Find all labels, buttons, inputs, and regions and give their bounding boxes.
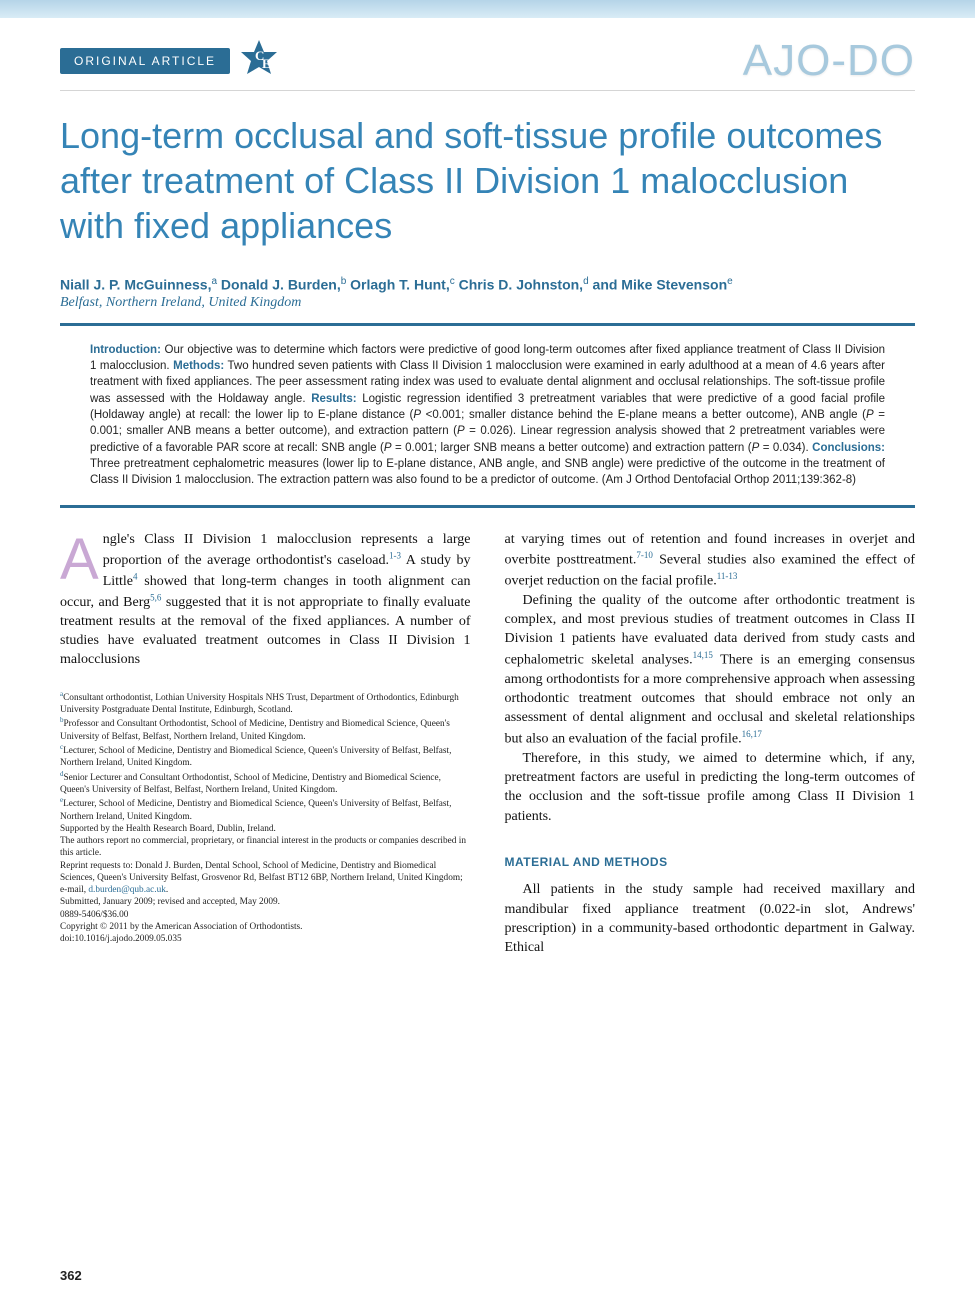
- dropcap: A: [60, 530, 103, 584]
- footnote-d: dSenior Lecturer and Consultant Orthodon…: [60, 770, 471, 797]
- body-col2-p3: Therefore, in this study, we aimed to de…: [505, 749, 916, 826]
- header-row: ORIGINAL ARTICLE C E AJO-DO: [0, 18, 975, 90]
- column-left: Angle's Class II Division 1 malocclusion…: [60, 530, 471, 958]
- footnote-d-text: Senior Lecturer and Consultant Orthodont…: [60, 773, 441, 795]
- footnote-c: cLecturer, School of Medicine, Dentistry…: [60, 743, 471, 770]
- footnote-a: aConsultant orthodontist, Lothian Univer…: [60, 690, 471, 717]
- abstract-concl-label: Conclusions:: [812, 442, 885, 454]
- footnote-reprint: Reprint requests to: Donald J. Burden, D…: [60, 860, 471, 897]
- body-col2-p1: at varying times out of retention and fo…: [505, 530, 916, 591]
- body-col2-p2: Defining the quality of the outcome afte…: [505, 591, 916, 749]
- footnote-a-text: Consultant orthodontist, Lothian Univers…: [60, 693, 459, 715]
- abstract: Introduction: Our objective was to deter…: [0, 326, 975, 505]
- article-type-wrap: ORIGINAL ARTICLE C E: [60, 38, 282, 84]
- abstract-methods-label: Methods:: [173, 360, 224, 372]
- author-list: Niall J. P. McGuinness,a Donald J. Burde…: [0, 276, 975, 295]
- footnote-b-text: Professor and Consultant Orthodontist, S…: [60, 719, 450, 741]
- reprint-email-link[interactable]: d.burden@qub.ac.uk: [88, 885, 166, 895]
- abstract-concl-text: Three pretreatment cephalometric measure…: [90, 458, 885, 486]
- footnote-support: Supported by the Health Research Board, …: [60, 823, 471, 835]
- abstract-intro-label: Introduction:: [90, 344, 161, 356]
- affiliation-location: Belfast, Northern Ireland, United Kingdo…: [0, 295, 975, 323]
- abstract-results-label: Results:: [311, 393, 356, 405]
- footnote-c-text: Lecturer, School of Medicine, Dentistry …: [60, 746, 451, 768]
- footnote-doi: doi:10.1016/j.ajodo.2009.05.035: [60, 933, 471, 945]
- column-right: at varying times out of retention and fo…: [505, 530, 916, 958]
- body-col1-p1: ngle's Class II Division 1 malocclusion …: [60, 532, 471, 668]
- footnote-b: bProfessor and Consultant Orthodontist, …: [60, 716, 471, 743]
- page-number: 362: [60, 1268, 82, 1283]
- journal-logo: AJO-DO: [743, 36, 915, 86]
- svg-text:E: E: [262, 56, 271, 71]
- article-title: Long-term occlusal and soft-tissue profi…: [0, 91, 975, 276]
- section-head-methods: MATERIAL AND METHODS: [505, 854, 916, 871]
- body-para-1: Angle's Class II Division 1 malocclusion…: [60, 530, 471, 670]
- body-columns: Angle's Class II Division 1 malocclusion…: [0, 508, 975, 958]
- footnote-e: eLecturer, School of Medicine, Dentistry…: [60, 796, 471, 823]
- article-type-label: ORIGINAL ARTICLE: [60, 48, 230, 74]
- ce-badge-icon: C E: [236, 38, 282, 84]
- page: ORIGINAL ARTICLE C E AJO-DO Long-term oc…: [0, 0, 975, 1305]
- top-banner: [0, 0, 975, 18]
- footnotes: aConsultant orthodontist, Lothian Univer…: [60, 690, 471, 946]
- footnote-copyright: Copyright © 2011 by the American Associa…: [60, 921, 471, 933]
- footnote-e-text: Lecturer, School of Medicine, Dentistry …: [60, 799, 451, 821]
- footnote-submitted: Submitted, January 2009; revised and acc…: [60, 896, 471, 908]
- footnote-reprint-post: .: [166, 885, 168, 895]
- body-col2-p4: All patients in the study sample had rec…: [505, 880, 916, 957]
- footnote-coi: The authors report no commercial, propri…: [60, 835, 471, 860]
- footnote-issn: 0889-5406/$36.00: [60, 909, 471, 921]
